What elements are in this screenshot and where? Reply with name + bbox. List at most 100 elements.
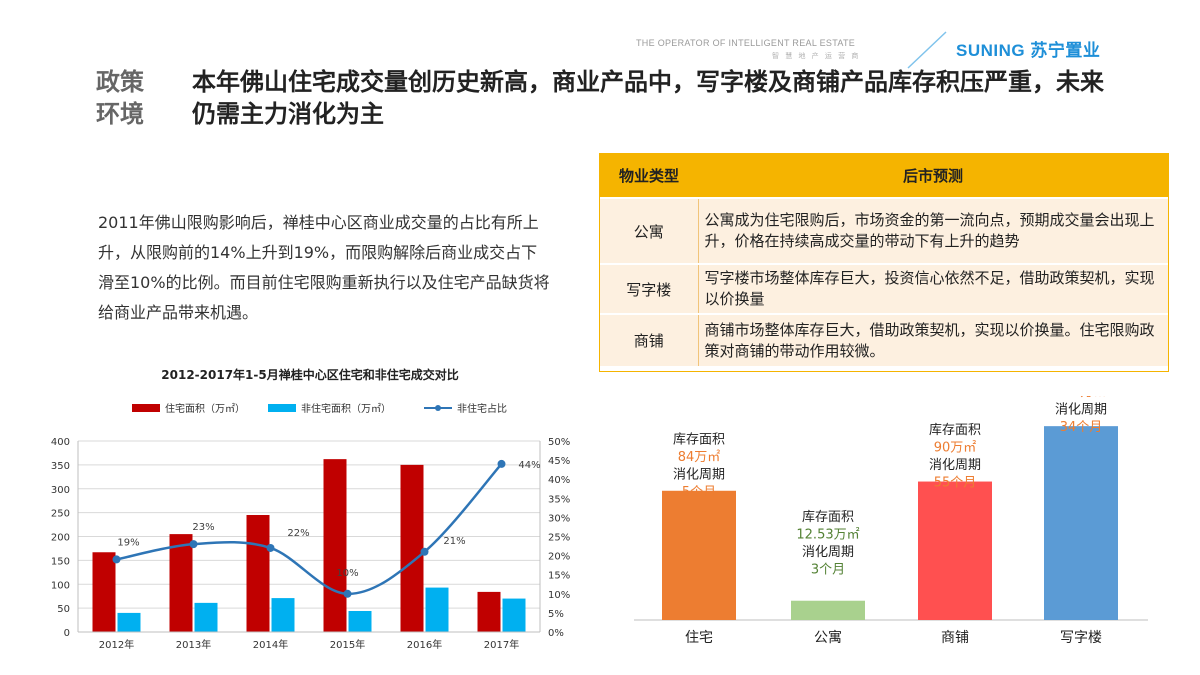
bar-non-residential — [117, 612, 141, 632]
legend-label: 非住宅面积（万㎡） — [301, 402, 391, 415]
brand-divider — [907, 31, 947, 69]
inventory-bar — [791, 600, 865, 620]
row-forecast: 公寓成为住宅限购后，市场资金的第一流向点，预期成交量会出现上升，价格在持续高成交… — [698, 197, 1168, 264]
annotation-cycle-value: 34个月 — [1060, 420, 1103, 435]
line-point — [343, 589, 352, 598]
chart-legend: 住宅面积（万㎡） 非住宅面积（万㎡） 非住宅占比 — [132, 402, 507, 415]
intro-paragraph: 2011年佛山限购影响后，禅桂中心区商业成交量的占比有所上升，从限购前的14%上… — [98, 213, 550, 322]
line-data-label: 10% — [336, 568, 358, 579]
forecast-table: 物业类型 后市预测 公寓 公寓成为住宅限购后，市场资金的第一流向点，预期成交量会… — [600, 154, 1168, 366]
row-type: 商铺 — [600, 313, 699, 366]
y2-tick-label: 50% — [548, 437, 570, 448]
line-data-label: 22% — [287, 528, 309, 539]
y-tick-label: 250 — [51, 509, 70, 520]
bar-residential — [92, 552, 116, 632]
row-forecast: 商铺市场整体库存巨大，借助政策契机，实现以价换量。住宅限购政策对商铺的带动作用较… — [698, 313, 1168, 366]
annotation-cycle-label: 消化周期 — [802, 545, 854, 560]
annotation-cycle-label: 消化周期 — [929, 458, 981, 473]
legend-swatch — [268, 404, 296, 412]
line-point — [189, 540, 198, 549]
y2-tick-label: 30% — [548, 513, 570, 524]
table-row: 公寓 公寓成为住宅限购后，市场资金的第一流向点，预期成交量会出现上升，价格在持续… — [600, 197, 1168, 264]
bar-non-residential — [425, 587, 449, 632]
y-tick-label: 400 — [51, 437, 70, 448]
bar-non-residential — [348, 610, 372, 632]
line-data-label: 44% — [518, 460, 540, 471]
section-label: 政策环境 — [96, 68, 144, 128]
y2-tick-label: 35% — [548, 494, 570, 505]
x-tick-label: 2014年 — [253, 638, 288, 651]
legend-label: 非住宅占比 — [457, 402, 507, 415]
inventory-chart: 住宅库存面积84万㎡消化周期5个月公寓库存面积12.53万㎡消化周期3个月商铺库… — [634, 396, 1148, 646]
bar-residential — [169, 534, 193, 632]
bar-residential — [246, 515, 270, 632]
annotation-cycle-value: 3个月 — [811, 563, 845, 578]
forecast-table-header: 物业类型 后市预测 — [600, 154, 1168, 198]
suning-logo: SUNING 苏宁置业 — [956, 41, 1101, 60]
bar-residential — [400, 464, 424, 632]
header-forecast: 后市预测 — [698, 154, 1168, 198]
y2-tick-label: 5% — [548, 609, 564, 620]
table-row: 写字楼 写字楼市场整体库存巨大，投资信心依然不足，借助政策契机，实现以价换量 — [600, 263, 1168, 314]
y2-tick-label: 20% — [548, 552, 570, 563]
line-point — [420, 547, 429, 556]
y-tick-label: 300 — [51, 485, 70, 496]
y-tick-label: 350 — [51, 461, 70, 472]
header-property-type: 物业类型 — [600, 154, 698, 198]
brand-tagline: THE OPERATOR OF INTELLIGENT REAL ESTATE — [636, 38, 856, 48]
line-data-label: 19% — [117, 537, 139, 548]
annotation-stock-value: 12.53万㎡ — [796, 528, 859, 543]
row-type: 公寓 — [600, 197, 699, 264]
bar-non-residential — [194, 602, 218, 632]
y-tick-label: 0 — [64, 628, 70, 639]
y-tick-label: 150 — [51, 556, 70, 567]
x-tick-label: 公寓 — [814, 629, 842, 646]
annotation-stock-value: 84万㎡ — [678, 450, 721, 465]
bar-residential — [477, 591, 501, 632]
line-data-label: 23% — [192, 522, 214, 533]
y2-tick-label: 15% — [548, 571, 570, 582]
x-tick-label: 2016年 — [407, 638, 442, 651]
annotation-stock-label: 库存面积 — [929, 422, 981, 438]
inventory-bar — [662, 490, 736, 620]
annotation-cycle-label: 消化周期 — [673, 467, 725, 482]
annotation-cycle-label: 消化周期 — [1055, 403, 1107, 418]
bar-non-residential — [271, 598, 295, 632]
annotation-cycle-value: 55个月 — [934, 476, 977, 491]
y2-tick-label: 0% — [548, 628, 564, 639]
annotation-stock-label: 库存面积 — [673, 431, 725, 447]
x-tick-label: 2017年 — [484, 638, 519, 651]
x-tick-label: 写字楼 — [1060, 630, 1102, 646]
annotation-stock-value: 90万㎡ — [934, 441, 977, 456]
row-type: 写字楼 — [600, 263, 699, 314]
legend-label: 住宅面积（万㎡） — [165, 402, 245, 415]
y2-tick-label: 45% — [548, 456, 570, 467]
y2-tick-label: 25% — [548, 533, 570, 544]
x-tick-label: 2015年 — [330, 638, 365, 651]
row-forecast: 写字楼市场整体库存巨大，投资信心依然不足，借助政策契机，实现以价换量 — [698, 263, 1168, 314]
line-data-label: 21% — [443, 536, 465, 547]
table-row: 商铺 商铺市场整体库存巨大，借助政策契机，实现以价换量。住宅限购政策对商铺的带动… — [600, 313, 1168, 366]
x-tick-label: 2013年 — [176, 638, 211, 651]
legend-swatch — [132, 404, 160, 412]
annotation-cycle-value: 5个月 — [682, 485, 716, 500]
x-tick-label: 商铺 — [941, 630, 969, 646]
chart-title: 2012-2017年1-5月禅桂中心区住宅和非住宅成交对比 — [161, 367, 458, 382]
y-tick-label: 100 — [51, 580, 70, 591]
line-point — [266, 543, 275, 552]
y2-tick-label: 10% — [548, 590, 570, 601]
annotation-stock-value: 126万㎡ — [1056, 396, 1107, 400]
line-point — [112, 555, 121, 564]
bar-residential — [323, 459, 347, 632]
inventory-bar — [1044, 426, 1118, 620]
annotation-stock-label: 库存面积 — [802, 509, 854, 525]
legend-marker — [435, 405, 441, 411]
x-tick-label: 住宅 — [685, 630, 713, 646]
y-tick-label: 200 — [51, 533, 70, 544]
y-tick-label: 50 — [57, 604, 70, 615]
bar-non-residential — [502, 598, 526, 632]
page-title: 本年佛山住宅成交量创历史新高，商业产品中，写字楼及商铺产品库存积压严重，未来仍需… — [192, 68, 1104, 128]
brand-tagline-chinese: 智 慧 地 产 运 营 商 — [772, 52, 861, 60]
inventory-bar — [918, 481, 992, 620]
